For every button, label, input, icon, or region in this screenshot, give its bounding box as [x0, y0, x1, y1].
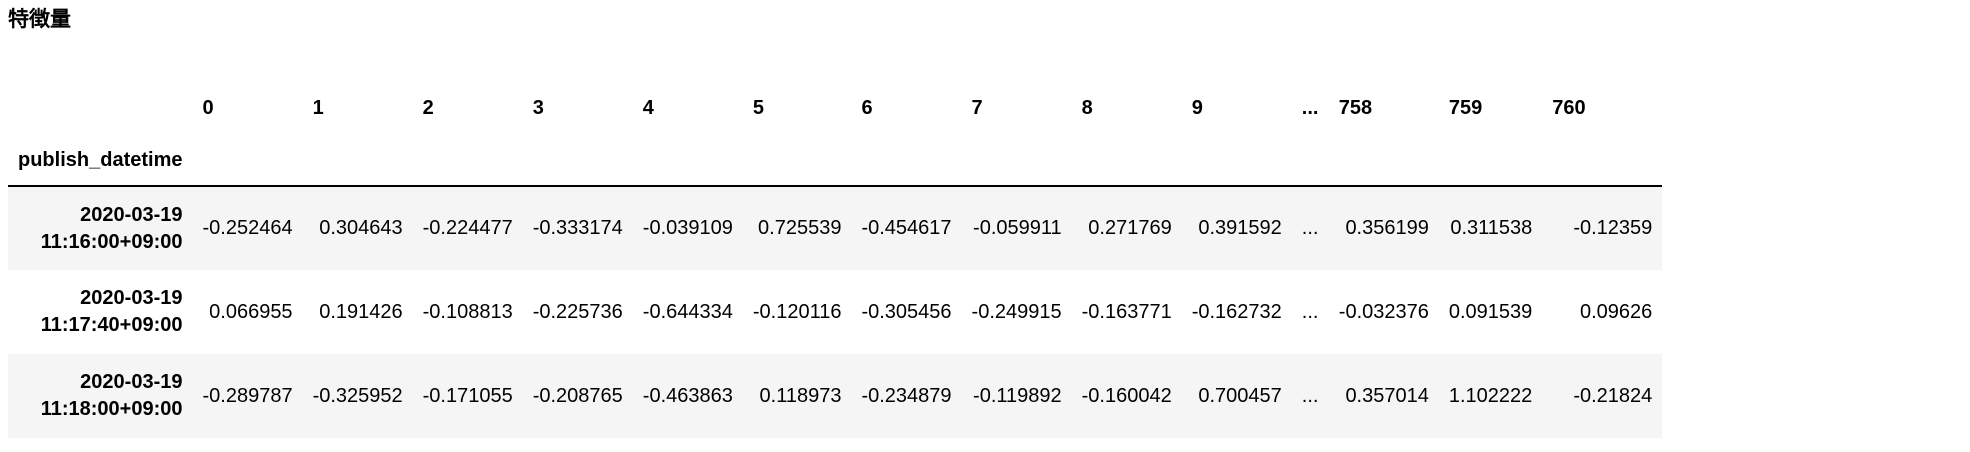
table-cell: 0.118973 — [759, 384, 842, 407]
table-cell: 0.311538 — [1450, 217, 1533, 239]
column-header: 760 — [1552, 96, 1586, 119]
column-header: 758 — [1338, 96, 1373, 119]
table-cell: 0.066955 — [209, 300, 293, 323]
table-cell: -0.249915 — [971, 300, 1062, 323]
table-cell: -0.120116 — [752, 300, 842, 323]
table-cell: 0.091539 — [1448, 300, 1533, 323]
table-cell: -0.252464 — [202, 217, 293, 239]
column-header: 3 — [532, 96, 544, 119]
row-index: 2020-03-19 11:18:00+09:00 — [8, 354, 192, 438]
table-row: 2020-03-19 11:18:00+09:00 -0.289787 -0.32… — [8, 354, 1663, 438]
table-cell: 0.700457 — [1198, 384, 1282, 407]
column-header: 9 — [1191, 96, 1203, 119]
column-header: 5 — [752, 96, 764, 119]
table-cell: 1.102222 — [1448, 384, 1533, 407]
table-cell: -0.325952 — [312, 384, 403, 407]
column-header: 4 — [642, 96, 654, 119]
row-index-time: 11:18:00+09:00 — [40, 398, 183, 420]
table-cell-ellipsis: ... — [1301, 217, 1319, 239]
column-header: 1 — [312, 96, 324, 119]
table-body: 2020-03-19 11:16:00+09:00 -0.252464 0.304… — [8, 186, 1663, 438]
column-header: 8 — [1081, 96, 1093, 119]
table-cell: -0.305456 — [861, 300, 952, 323]
table-cell: -0.12359 — [1573, 217, 1653, 239]
table-row: 2020-03-19 11:17:40+09:00 0.066955 0.1914… — [8, 270, 1663, 354]
table-cell: -0.644334 — [642, 300, 733, 323]
table-cell: -0.163771 — [1081, 300, 1172, 323]
column-header: 0 — [202, 96, 214, 119]
table-cell: -0.333174 — [532, 217, 623, 239]
table-cell-ellipsis: ... — [1301, 300, 1319, 323]
table-cell: -0.21824 — [1573, 384, 1653, 407]
table-row: 2020-03-19 11:16:00+09:00 -0.252464 0.304… — [8, 186, 1663, 270]
table-cell: -0.208765 — [532, 384, 623, 407]
table-cell: -0.224477 — [422, 217, 513, 239]
table-cell: -0.454617 — [861, 217, 952, 239]
column-header: 2 — [422, 96, 434, 119]
table-cell: 0.304643 — [319, 217, 403, 239]
table-cell: 0.725539 — [758, 217, 842, 239]
table-cell: -0.039109 — [642, 217, 733, 239]
table-cell: -0.119892 — [973, 384, 1062, 407]
table-cell-ellipsis: ... — [1301, 384, 1319, 407]
column-header-row: 0 1 2 3 4 5 6 7 8 9 ... 758 759 760 — [8, 80, 1662, 136]
row-index-date: 2020-03-19 — [80, 203, 183, 226]
row-index: 2020-03-19 11:17:40+09:00 — [8, 270, 192, 354]
features-dataframe: 0 1 2 3 4 5 6 7 8 9 ... 758 759 760 publ… — [8, 80, 1663, 438]
row-index-time: 11:17:40+09:00 — [40, 314, 183, 336]
table-cell: 0.191426 — [319, 300, 403, 323]
table-cell: 0.356199 — [1345, 217, 1429, 239]
dataframe-viewport[interactable]: 0 1 2 3 4 5 6 7 8 9 ... 758 759 760 publ… — [8, 80, 1970, 452]
table-cell: -0.225736 — [532, 300, 623, 323]
table-cell: -0.162732 — [1191, 300, 1282, 323]
table-cell: -0.108813 — [422, 300, 513, 323]
table-cell: -0.289787 — [202, 384, 293, 407]
column-header: 759 — [1448, 96, 1483, 119]
column-header-ellipsis: ... — [1301, 96, 1319, 119]
index-name-row: publish_datetime — [8, 136, 1663, 186]
table-header: 0 1 2 3 4 5 6 7 8 9 ... 758 759 760 publ… — [8, 80, 1663, 186]
column-header: 7 — [971, 96, 983, 119]
table-cell: 0.271769 — [1088, 217, 1172, 239]
column-header: 6 — [861, 96, 873, 119]
table-cell: 0.357014 — [1345, 384, 1429, 407]
row-index: 2020-03-19 11:16:00+09:00 — [8, 186, 192, 270]
header-corner — [8, 80, 192, 136]
index-name-header: publish_datetime — [18, 149, 183, 171]
row-index-time: 11:16:00+09:00 — [40, 230, 183, 253]
table-cell: 0.391592 — [1198, 217, 1282, 239]
table-cell: -0.160042 — [1081, 384, 1172, 407]
table-cell: -0.463863 — [642, 384, 733, 407]
table-cell: -0.032376 — [1338, 300, 1429, 323]
table-cell: -0.059911 — [973, 217, 1062, 239]
table-cell: 0.09626 — [1579, 300, 1653, 323]
section-title: 特徴量 — [8, 8, 71, 31]
row-index-date: 2020-03-19 — [80, 371, 183, 393]
row-index-date: 2020-03-19 — [80, 287, 183, 309]
table-cell: -0.234879 — [861, 384, 952, 407]
table-cell: -0.171055 — [422, 384, 513, 407]
